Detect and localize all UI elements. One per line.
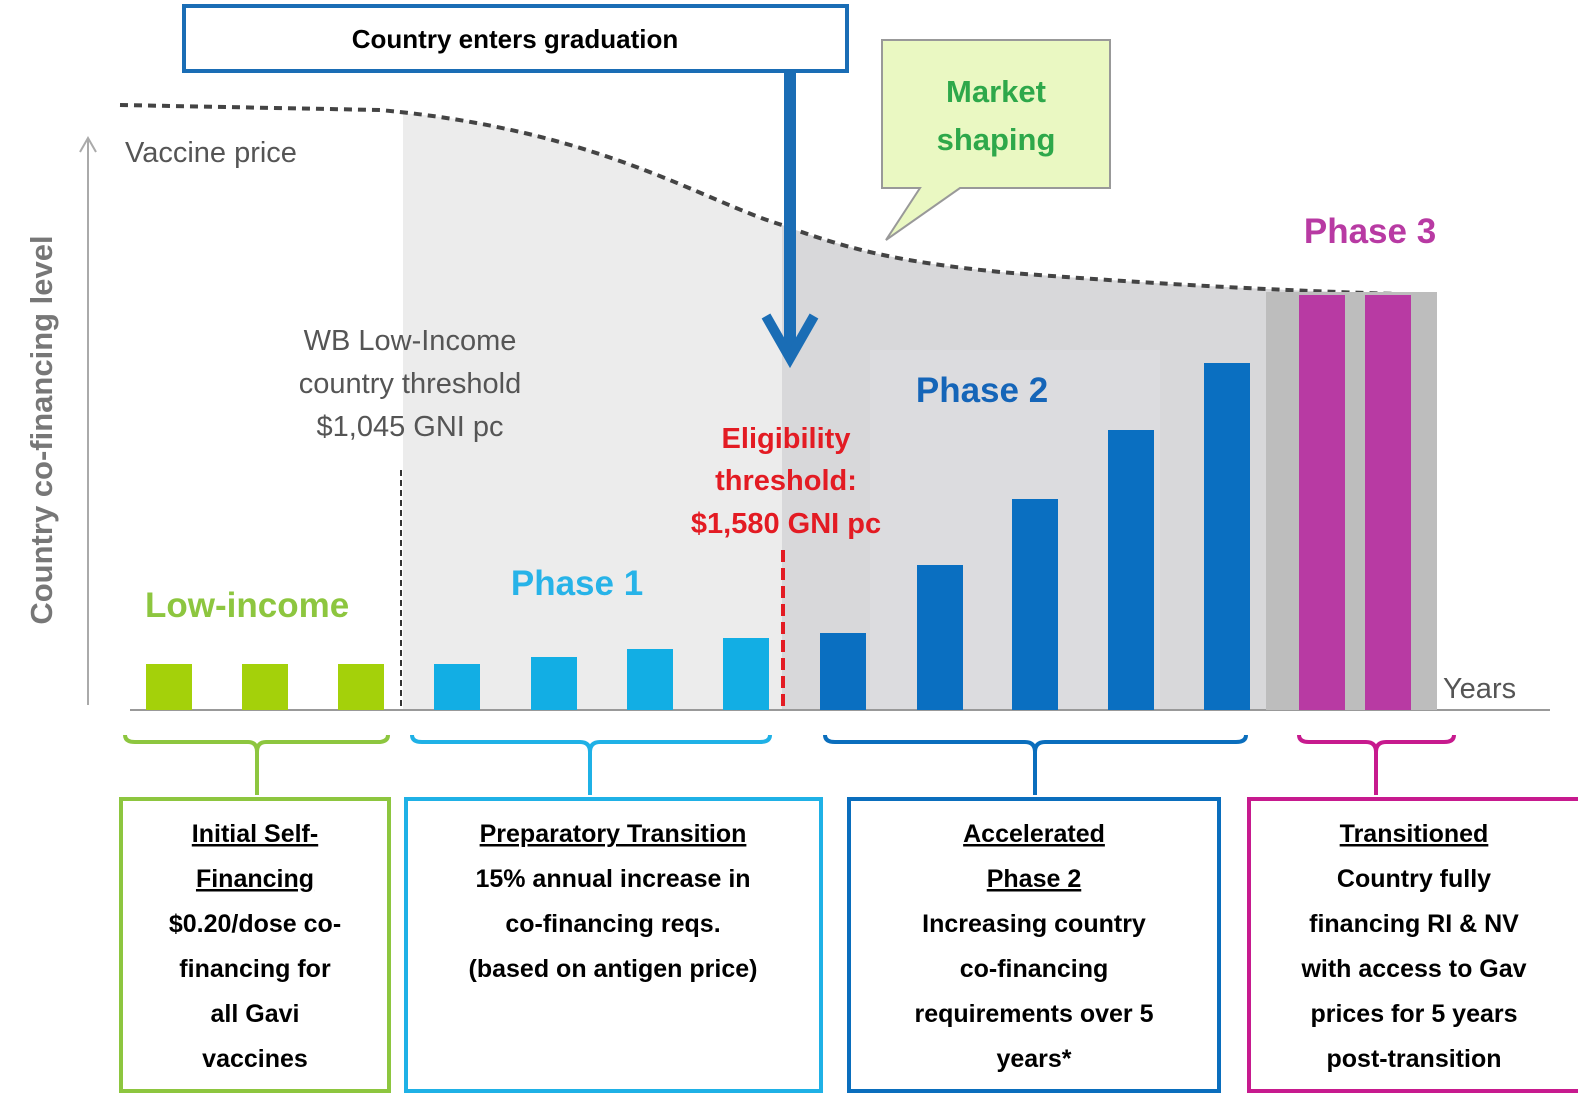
bar [917,565,963,710]
phase-label: Low-income [145,586,349,625]
x-axis-label: Years [1443,673,1516,705]
box-title: Initial Self- [192,820,318,848]
phase-box [404,797,823,1093]
brace [1297,734,1456,795]
bar [338,664,384,710]
brace [823,734,1248,795]
bar [1012,499,1058,710]
bar [1204,363,1250,710]
bar [627,649,673,710]
bar [1299,295,1345,710]
threshold-line-text: country threshold [299,368,521,400]
box-body: with access to Gav [1300,955,1526,983]
bars [146,292,1437,710]
threshold-line-text: Eligibility [722,423,851,455]
threshold-line-text: $1,580 GNI pc [691,508,881,540]
bar [820,633,866,710]
bar [1108,430,1154,710]
box-body: requirements over 5 [915,1000,1154,1028]
phase3-bg [1266,292,1437,710]
price-label: Vaccine price [125,137,297,169]
box-title: Preparatory Transition [480,820,747,848]
box-body: 15% annual increase in [475,865,750,893]
box-body: financing RI & NV [1309,910,1519,938]
callout-text: Country enters graduation [352,24,678,54]
eligibility-threshold: Eligibility threshold: $1,580 GNI pc [691,423,881,540]
box-body: $0.20/dose co- [169,910,341,938]
market-shaping-text: shaping [937,122,1056,157]
low-income-threshold: WB Low-Income country threshold $1,045 G… [299,325,521,443]
box-body: all Gavi [211,1000,300,1028]
threshold-line-text: WB Low-Income [304,325,517,357]
bar [1365,295,1411,710]
box-body: Country fully [1337,865,1491,893]
callout-box [182,4,849,73]
phase-label: Phase 3 [1304,212,1436,251]
box-texts: Initial Self- Financing $0.20/dose co-fina… [169,820,1527,1073]
box-body: prices for 5 years [1310,1000,1517,1028]
box-body: co-financing reqs. [505,910,720,938]
price-curve [119,103,1438,297]
bar [531,657,577,710]
phase-label: Phase 2 [916,371,1048,410]
market-shaping-text: Market [946,74,1046,109]
box-title: Transitioned [1340,820,1489,848]
box-body: post-transition [1327,1045,1502,1073]
arrow-head [761,313,819,369]
box-title: Phase 2 [987,865,1082,893]
box-body: (based on antigen price) [469,955,758,983]
phase-box [119,797,391,1093]
bar [146,664,192,710]
threshold-line-text: threshold: [715,465,857,497]
box-title: Financing [196,865,314,893]
y-axis-label: Country co-financing level [24,235,59,624]
box-title: Accelerated [963,820,1105,848]
threshold-line-text: $1,045 GNI pc [317,411,504,443]
brace [410,734,772,795]
market-shaping-bubble [881,39,1111,241]
bar [434,664,480,710]
y-axis-arrow [79,135,97,153]
phase1-shade [403,113,782,710]
phase-label: Phase 1 [511,564,643,603]
box-body: co-financing [960,955,1109,983]
bar [242,664,288,710]
box-body: years* [996,1045,1071,1073]
box-body: Increasing country [922,910,1146,938]
box-body: vaccines [202,1045,308,1073]
phase-box [847,797,1221,1093]
phase-box [1247,797,1578,1093]
box-body: financing for [179,955,331,983]
bar [723,638,769,710]
brace [123,734,390,795]
